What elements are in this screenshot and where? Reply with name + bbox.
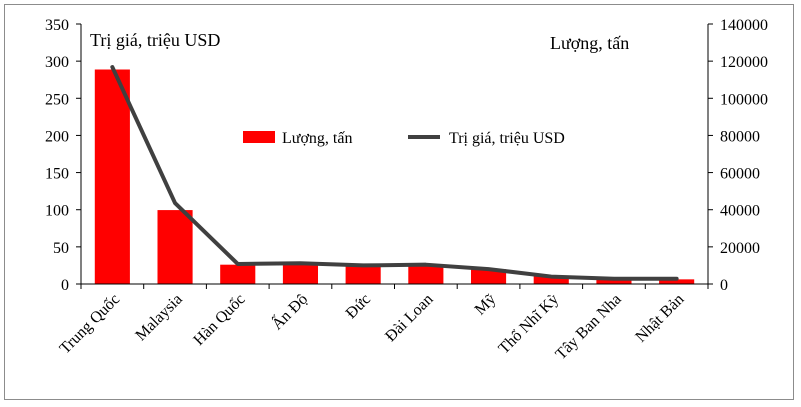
bar xyxy=(596,279,632,284)
bar xyxy=(157,210,193,284)
line-point xyxy=(549,275,553,279)
left-tick-label: 150 xyxy=(45,166,69,183)
category-label: Thổ Nhĩ Kỳ xyxy=(495,291,562,358)
category-label: Tây Ban Nha xyxy=(552,291,624,363)
line-point xyxy=(424,263,428,267)
left-tick-label: 200 xyxy=(45,128,69,145)
line-series xyxy=(110,65,679,281)
line-point xyxy=(675,277,679,281)
line-point xyxy=(298,261,302,265)
line-point xyxy=(236,262,240,266)
bar xyxy=(220,264,256,284)
line-point xyxy=(487,267,491,271)
category-label: Malaysia xyxy=(132,291,185,344)
bar xyxy=(345,266,381,284)
category-label: Mỹ xyxy=(472,291,500,319)
bar-series xyxy=(94,69,695,284)
category-label: Trung Quốc xyxy=(57,291,124,358)
legend: Lượng, tấn Trị giá, triệu USD xyxy=(243,130,565,147)
bar xyxy=(282,264,319,284)
left-tick-label: 0 xyxy=(61,277,69,294)
category-label: Đức xyxy=(343,291,374,322)
bar xyxy=(408,266,444,284)
right-tick-label: 60000 xyxy=(720,166,760,183)
bar xyxy=(470,269,507,284)
value-line xyxy=(110,65,679,281)
line-point xyxy=(612,277,616,281)
x-axis: Trung Quốc Malaysia Hàn Quốc Ấn Độ Đức Đài Lo… xyxy=(57,283,709,363)
left-tick-label: 50 xyxy=(53,240,69,257)
line-point xyxy=(110,65,114,69)
left-tick-label: 250 xyxy=(45,91,69,108)
right-tick-label: 120000 xyxy=(720,54,768,71)
left-tick-label: 300 xyxy=(45,54,69,71)
right-tick-label: 140000 xyxy=(720,17,768,34)
right-tick-label: 40000 xyxy=(720,203,760,220)
bar xyxy=(94,69,130,284)
left-axis-title: Trị giá, triệu USD xyxy=(90,30,220,50)
category-label: Đài Loan xyxy=(382,291,436,345)
legend-label: Trị giá, triệu USD xyxy=(449,130,565,147)
category-label: Hàn Quốc xyxy=(190,291,248,349)
category-label: Ấn Độ xyxy=(267,289,311,333)
chart-frame xyxy=(4,4,794,400)
category-label: Nhật Bản xyxy=(632,291,687,346)
legend-label: Lượng, tấn xyxy=(282,130,352,147)
right-y-axis: 0 20000 40000 60000 80000 100000 120000 140000 xyxy=(707,17,768,294)
legend-swatch-bar xyxy=(243,131,275,143)
line-point xyxy=(361,263,365,267)
right-tick-label: 20000 xyxy=(720,240,760,257)
right-tick-label: 0 xyxy=(720,277,728,294)
left-tick-label: 350 xyxy=(45,17,69,34)
line-point xyxy=(173,201,177,205)
left-tick-label: 100 xyxy=(45,203,69,220)
bar xyxy=(659,279,695,284)
left-y-axis: 0 50 100 150 200 250 300 350 xyxy=(45,17,82,294)
right-tick-label: 80000 xyxy=(720,128,760,145)
bar xyxy=(533,275,569,284)
right-axis-title: Lượng, tấn xyxy=(550,33,629,53)
right-tick-label: 100000 xyxy=(720,91,768,108)
